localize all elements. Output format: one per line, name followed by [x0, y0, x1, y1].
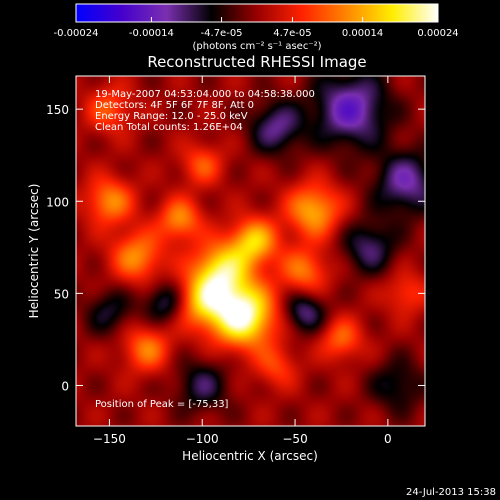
colorbar — [75, 3, 439, 23]
colorbar-ticks: -0.00024 -0.00014 -4.7e-05 4.7e-05 0.00014 0.… — [54, 17, 459, 39]
colorbar-tick-label: -0.00014 — [129, 28, 174, 39]
colorbar-unit-label: (photons cm⁻² s⁻¹ asec⁻²) — [192, 41, 321, 52]
y-tick-label: 0 — [61, 379, 69, 393]
x-tick-label: −50 — [282, 432, 307, 446]
plot-frame — [75, 75, 426, 427]
annotation-clean-counts: Clean Total counts: 1.26E+04 — [95, 122, 243, 133]
chart-title: Reconstructed RHESSI Image — [147, 53, 366, 71]
annotation-time-range: 19-May-2007 04:53:04.000 to 04:58:38.000 — [95, 89, 315, 100]
y-axis-label: Heliocentric Y (arcsec) — [27, 184, 41, 319]
annotation-energy-range: Energy Range: 12.0 - 25.0 keV — [95, 111, 248, 122]
annotation-detectors: Detectors: 4F 5F 6F 7F 8F, Att 0 — [95, 100, 254, 111]
x-axis-label: Heliocentric X (arcsec) — [182, 449, 318, 463]
y-tick-label: 100 — [46, 195, 69, 209]
colorbar-tick-label: -4.7e-05 — [201, 28, 243, 39]
colorbar-tick-label: 0.00024 — [417, 28, 458, 39]
colorbar-tick-label: 4.7e-05 — [273, 28, 311, 39]
x-tick-label: −150 — [93, 432, 126, 446]
y-tick-label: 150 — [46, 103, 69, 117]
x-axis-ticks: −150 −100 −50 0 — [93, 76, 392, 446]
x-tick-label: 0 — [384, 432, 392, 446]
colorbar-tick-label: -0.00024 — [54, 28, 99, 39]
y-axis-ticks: 0 50 100 150 — [46, 103, 425, 393]
x-tick-label: −100 — [186, 432, 219, 446]
colorbar-tick-label: 0.00014 — [342, 28, 383, 39]
y-tick-label: 50 — [54, 287, 69, 301]
footer-timestamp: 24-Jul-2013 15:38 — [406, 487, 496, 498]
annotation-peak-position: Position of Peak = [-75,33] — [95, 399, 229, 410]
heatmap-image — [76, 76, 425, 426]
